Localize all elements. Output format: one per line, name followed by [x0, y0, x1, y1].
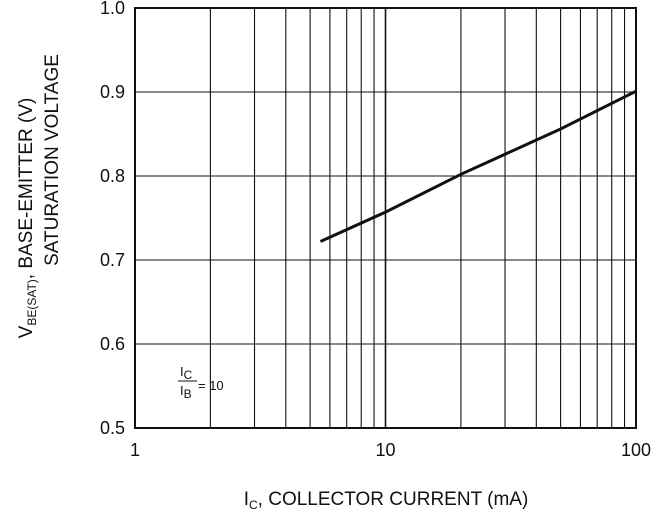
annotation-numerator: IC — [180, 364, 193, 382]
x-tick-label: 100 — [621, 440, 651, 460]
x-tick-label: 10 — [375, 440, 395, 460]
y-axis-label-line2: SATURATION VOLTAGE — [42, 54, 63, 266]
x-tick-labels: 1 10 100 — [130, 440, 651, 460]
ratio-annotation: IC IB = 10 — [178, 364, 224, 401]
x-axis-label: IC, COLLECTOR CURRENT (mA) — [244, 489, 529, 512]
x-tick-label: 1 — [130, 440, 140, 460]
y-axis-label-line1: VBE(SAT), BASE-EMITTER (V) — [16, 98, 39, 339]
series-line — [319, 89, 637, 243]
plot-frame — [134, 7, 637, 429]
y-tick-label: 0.5 — [100, 418, 125, 438]
y-tick-label: 0.6 — [100, 334, 125, 354]
annotation-value: = 10 — [198, 378, 224, 393]
y-tick-label: 1.0 — [100, 0, 125, 18]
annotation-denominator: IB — [180, 383, 192, 401]
y-tick-label: 0.8 — [100, 166, 125, 186]
y-tick-label: 0.9 — [100, 82, 125, 102]
grid-lines — [135, 8, 636, 428]
y-tick-labels: 0.5 0.6 0.7 0.8 0.9 1.0 — [100, 0, 125, 438]
y-tick-label: 0.7 — [100, 250, 125, 270]
